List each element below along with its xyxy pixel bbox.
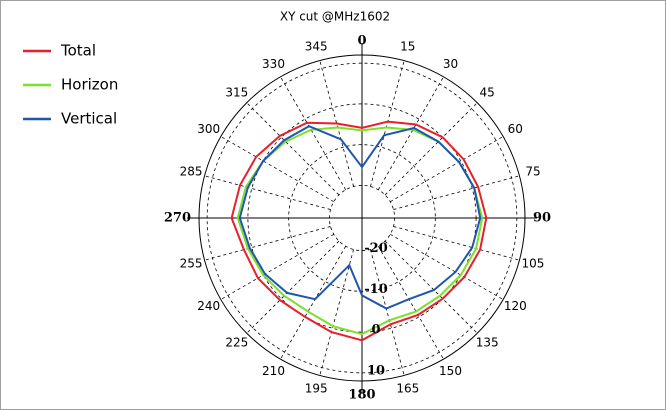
series-line: [238, 125, 482, 310]
theta-tick-label: 0: [357, 34, 366, 49]
legend-label: Horizon: [61, 76, 118, 94]
spoke: [280, 76, 347, 190]
chart-title: XY cut @MHz1602: [280, 10, 390, 24]
spoke: [319, 60, 354, 187]
theta-tick-label: 240: [197, 299, 220, 313]
spoke: [280, 246, 347, 360]
spoke: [220, 136, 334, 203]
theta-tick-label: 345: [305, 40, 328, 54]
theta-tick-label: 270: [164, 211, 191, 226]
spoke: [384, 240, 478, 334]
theta-tick-label: 105: [522, 256, 545, 270]
spoke: [377, 76, 444, 190]
spoke: [204, 175, 331, 210]
theta-tick-label: 285: [180, 165, 203, 179]
theta-tick-label: 15: [400, 40, 415, 54]
theta-tick-label: 30: [443, 57, 458, 71]
theta-tick-label: 120: [504, 299, 527, 313]
theta-tick-label: 150: [439, 364, 462, 378]
spoke: [246, 102, 340, 196]
spoke: [390, 233, 504, 300]
spoke: [377, 246, 444, 360]
spoke: [393, 175, 520, 210]
theta-tick-label: 180: [348, 388, 375, 403]
series-line: [236, 126, 484, 336]
theta-tick-label: 300: [197, 122, 220, 136]
spoke: [319, 249, 354, 376]
r-tick-label: 10: [367, 363, 385, 378]
spoke: [220, 233, 334, 300]
spoke: [390, 136, 504, 203]
theta-tick-label: 210: [262, 364, 285, 378]
legend-label: Total: [60, 42, 96, 60]
theta-tick-label: 195: [305, 381, 328, 395]
r-tick-label: -10: [364, 282, 388, 297]
theta-tick-label: 45: [480, 85, 495, 99]
spoke: [393, 226, 520, 261]
spoke: [246, 240, 340, 334]
legend-label: Vertical: [61, 110, 117, 128]
theta-tick-label: 330: [262, 57, 285, 71]
r-tick-label: -20: [364, 241, 388, 256]
spoke: [384, 102, 478, 196]
r-tick-label: 0: [371, 323, 380, 338]
theta-tick-label: 255: [180, 256, 203, 270]
spoke: [204, 226, 331, 261]
theta-tick-label: 75: [525, 165, 540, 179]
theta-tick-label: 315: [225, 85, 248, 99]
theta-tick-label: 165: [396, 381, 419, 395]
theta-tick-label: 225: [225, 336, 248, 350]
spoke: [370, 249, 405, 376]
theta-tick-label: 135: [476, 336, 499, 350]
series-line: [230, 120, 488, 342]
theta-tick-label: 90: [533, 211, 551, 226]
spoke: [370, 60, 405, 187]
theta-tick-label: 60: [508, 122, 523, 136]
